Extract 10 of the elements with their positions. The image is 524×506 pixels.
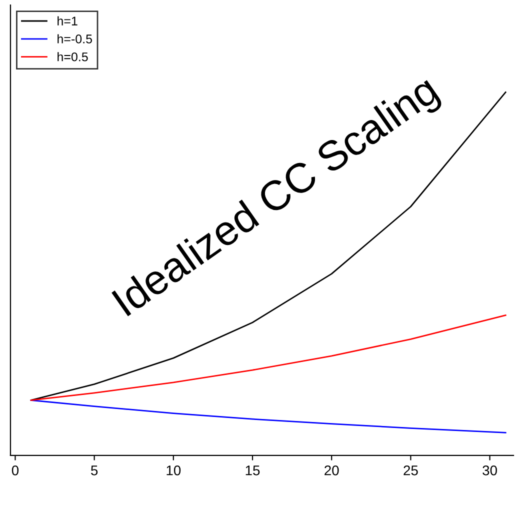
legend-label: h=0.5 (58, 52, 88, 62)
legend-label: h=-0.5 (58, 34, 92, 44)
x-tick-label: 10 (166, 465, 181, 476)
x-tick-label: 5 (91, 466, 98, 476)
x-tick-label: 0 (12, 465, 19, 476)
x-tick-label: 20 (324, 465, 339, 476)
legend-label: h=1 (58, 16, 78, 26)
x-tick-label: 15 (246, 466, 260, 476)
x-tick-label: 30 (482, 465, 497, 476)
x-tick-label: 25 (404, 465, 418, 476)
